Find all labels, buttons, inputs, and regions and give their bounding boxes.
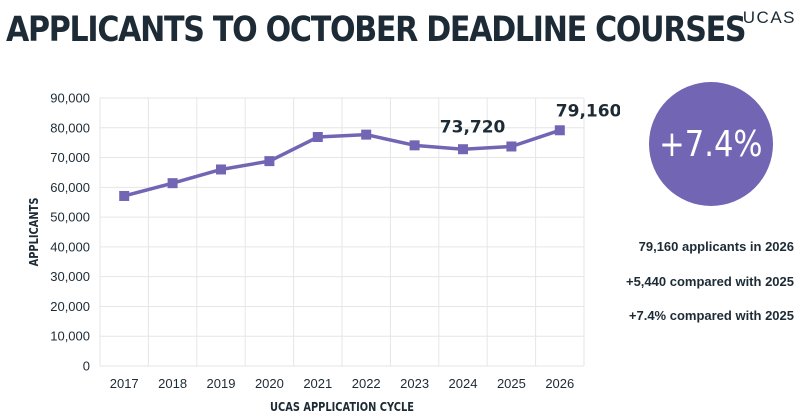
- y-tick-label: 20,000: [50, 299, 90, 314]
- x-tick-label: 2018: [158, 376, 187, 391]
- y-tick-label: 40,000: [50, 239, 90, 254]
- data-point-marker: [409, 140, 420, 151]
- y-tick-label: 30,000: [50, 269, 90, 284]
- x-tick-label: 2022: [352, 376, 381, 391]
- x-tick-label: 2024: [449, 376, 478, 391]
- x-tick-label: 2021: [303, 376, 332, 391]
- data-label: 73,720: [440, 117, 506, 137]
- x-tick-label: 2023: [400, 376, 429, 391]
- y-axis-title: APPLICANTS: [27, 198, 41, 267]
- data-point-marker: [554, 125, 565, 136]
- y-tick-label: 10,000: [50, 329, 90, 344]
- percent-change-value: +7.4%: [659, 123, 763, 165]
- data-point-marker: [167, 178, 178, 189]
- y-tick-label: 50,000: [50, 210, 90, 225]
- y-tick-label: 80,000: [50, 120, 90, 135]
- data-point-marker: [312, 132, 323, 143]
- percent-change-circle: +7.4%: [649, 82, 773, 206]
- x-tick-label: 2025: [497, 376, 526, 391]
- y-tick-label: 90,000: [50, 91, 90, 106]
- stat-change-percent: +7.4% compared with 2025: [628, 308, 794, 323]
- data-point-marker: [361, 129, 372, 140]
- stat-change-absolute: +5,440 compared with 2025: [625, 274, 794, 289]
- x-tick-label: 2026: [545, 376, 574, 391]
- series-line: [123, 128, 561, 198]
- x-axis-title: UCAS APPLICATION CYCLE: [270, 400, 414, 414]
- x-tick-label: 2020: [255, 376, 284, 391]
- page-title: APPLICANTS TO OCTOBER DEADLINE COURSES: [6, 10, 747, 50]
- data-point-marker: [264, 156, 275, 167]
- y-tick-label: 0: [83, 359, 90, 374]
- line-chart: 0 10,000 20,000 30,000 40,000 50,000 60,000 70,…: [27, 91, 620, 415]
- data-label: 79,160: [556, 101, 620, 121]
- y-tick-label: 60,000: [50, 180, 90, 195]
- stat-applicants-total: 79,160 applicants in 2026: [638, 239, 794, 254]
- data-point-marker: [458, 144, 468, 155]
- data-point-marker: [506, 141, 517, 152]
- y-tick-label: 70,000: [50, 150, 90, 165]
- x-tick-label: 2017: [110, 376, 139, 391]
- x-tick-label: 2019: [207, 376, 236, 391]
- data-point-marker: [119, 190, 130, 201]
- ucas-logo: UCAS: [742, 8, 796, 27]
- data-point-marker: [216, 164, 226, 175]
